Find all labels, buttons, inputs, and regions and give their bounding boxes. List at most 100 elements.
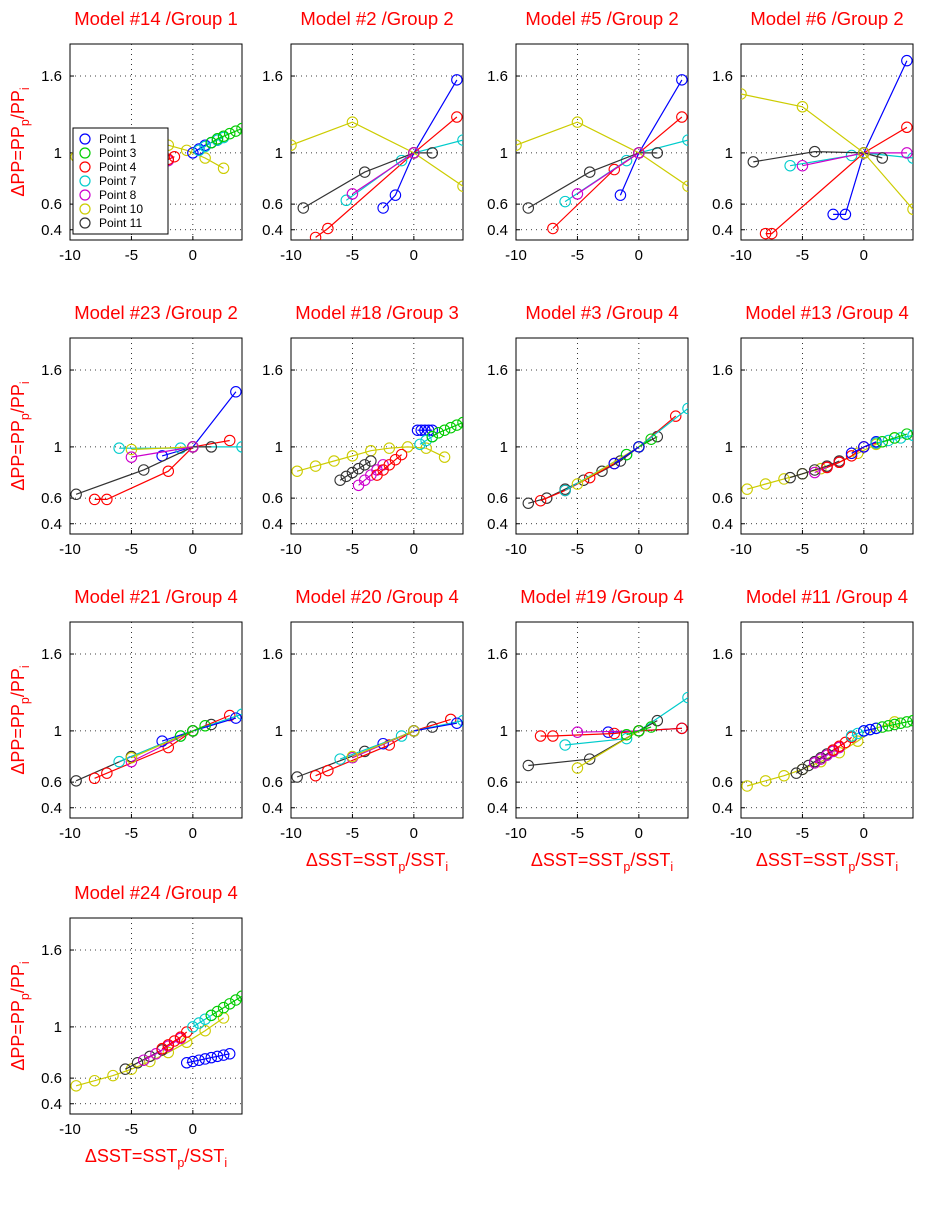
y-axis-label-part: p: [18, 993, 32, 1000]
data-point-point-10: [180, 144, 193, 157]
legend-marker: [79, 203, 91, 215]
legend-marker: [79, 161, 91, 173]
data-point-point-10: [217, 162, 230, 175]
data-point-point-1: [223, 1048, 236, 1060]
data-point-point-3: [645, 721, 657, 733]
data-point-point-7: [199, 140, 211, 153]
series-group: [516, 74, 688, 235]
data-point-point-3: [217, 1001, 230, 1014]
data-point-point-7: [395, 154, 408, 167]
data-point-point-1: [864, 723, 876, 736]
series-line-point-10: [516, 121, 688, 187]
data-point-point-3: [888, 432, 901, 444]
data-point-point-3: [205, 1009, 218, 1022]
y-tick-label: 0.6: [41, 196, 62, 213]
y-axis-label-part: i: [18, 87, 32, 90]
y-tick-label: 1: [725, 145, 733, 162]
data-point-point-3: [620, 728, 633, 741]
data-point-point-1: [451, 717, 463, 729]
data-point-point-3: [223, 998, 236, 1010]
y-tick-label: 0.4: [41, 800, 62, 817]
data-point-point-10: [516, 139, 522, 151]
series-line-point-3: [882, 433, 908, 443]
x-tick-label: -5: [796, 541, 809, 558]
x-axis-label-part: p: [623, 860, 630, 874]
x-axis-label-part: ΔSST=SST: [756, 850, 849, 870]
panel-11: Model #19 /Group 4 -10 -5 0 0.4 0.6 1 1.6 ΔSST=S…: [487, 586, 689, 874]
plot-frame: [740, 621, 914, 819]
data-point-point-7: [559, 484, 571, 497]
x-tick-label: 0: [189, 825, 197, 842]
data-point-point-7: [193, 1017, 205, 1029]
series-line-point-7: [875, 434, 913, 444]
data-point-point-11: [346, 466, 359, 479]
series-group: [741, 54, 913, 240]
data-point-point-4: [383, 739, 396, 751]
y-tick-label: 0.6: [712, 774, 733, 791]
data-point-point-11: [297, 202, 310, 214]
data-point-point-11: [796, 763, 809, 776]
data-point-point-1: [676, 74, 688, 86]
data-point-point-7: [340, 194, 353, 207]
data-point-point-7: [907, 429, 913, 442]
data-point-point-10: [383, 442, 396, 454]
y-axis-label-part: ΔPP=PP: [8, 126, 28, 197]
series-line-point-10: [746, 437, 895, 490]
y-tick-label: 1.6: [487, 68, 508, 85]
x-tick-label: 0: [410, 825, 418, 842]
series-line-point-8: [577, 730, 639, 733]
panel-3: Model #5 /Group 2 -10 -5 0 0.4 0.6 1 1.6: [487, 8, 689, 264]
y-tick-label: 0.6: [712, 490, 733, 507]
data-point-point-4: [827, 744, 839, 756]
data-point-point-4: [395, 448, 408, 461]
x-tick-label: 0: [189, 247, 197, 264]
data-point-point-1: [156, 735, 168, 747]
panel-title: Model #24 /Group 4: [74, 882, 238, 903]
panel-5: Model #23 /Group 2 -10 -5 0 0.4 0.6 1 1.6 ΔPP=PP…: [8, 302, 243, 558]
legend-marker: [79, 175, 91, 187]
data-point-point-8: [125, 451, 138, 463]
data-point-point-1: [426, 424, 439, 436]
data-point-point-4: [162, 741, 175, 754]
data-point-point-11: [119, 1063, 132, 1075]
data-point-point-11: [358, 166, 371, 178]
series-line-point-4: [765, 126, 908, 235]
data-point-point-10: [741, 483, 753, 495]
y-tick-label: 1.6: [262, 68, 283, 85]
data-point-point-4: [309, 769, 322, 782]
data-point-point-1: [377, 202, 389, 214]
data-point-point-11: [808, 145, 821, 158]
y-axis-label-part: i: [18, 665, 32, 668]
y-tick-label: 1: [54, 145, 62, 162]
series-line-point-4: [315, 718, 451, 777]
series-line-point-4: [94, 439, 230, 500]
data-point-point-1: [389, 189, 402, 201]
data-point-point-4: [223, 434, 236, 447]
data-point-point-11: [334, 474, 346, 486]
series-line-point-3: [626, 726, 652, 736]
data-point-point-1: [845, 447, 858, 460]
data-point-point-4: [223, 709, 236, 722]
x-tick-label: 0: [635, 541, 643, 558]
data-point-point-10: [778, 769, 790, 782]
y-axis-label-part: ΔPP=PP: [8, 704, 28, 775]
plot-frame: [515, 621, 689, 819]
series-line-point-10: [577, 446, 640, 485]
data-point-point-8: [571, 188, 584, 200]
data-point-point-10: [438, 451, 451, 463]
data-point-point-7: [113, 442, 125, 454]
data-point-point-3: [211, 1005, 224, 1018]
y-tick-label: 1.6: [487, 646, 508, 663]
data-point-point-3: [620, 448, 633, 461]
x-axis-label-part: /SST: [855, 850, 895, 870]
data-point-point-11: [583, 753, 596, 765]
series-line-point-10: [577, 730, 640, 769]
x-axis-label-part: /SST: [405, 850, 445, 870]
x-tick-label: -10: [280, 247, 302, 264]
legend-marker: [79, 133, 91, 145]
data-point-point-4: [547, 730, 559, 742]
panel-title: Model #20 /Group 4: [295, 586, 459, 607]
data-point-point-10: [70, 1080, 82, 1092]
panel-title: Model #5 /Group 2: [525, 8, 678, 29]
data-point-point-3: [236, 122, 242, 135]
